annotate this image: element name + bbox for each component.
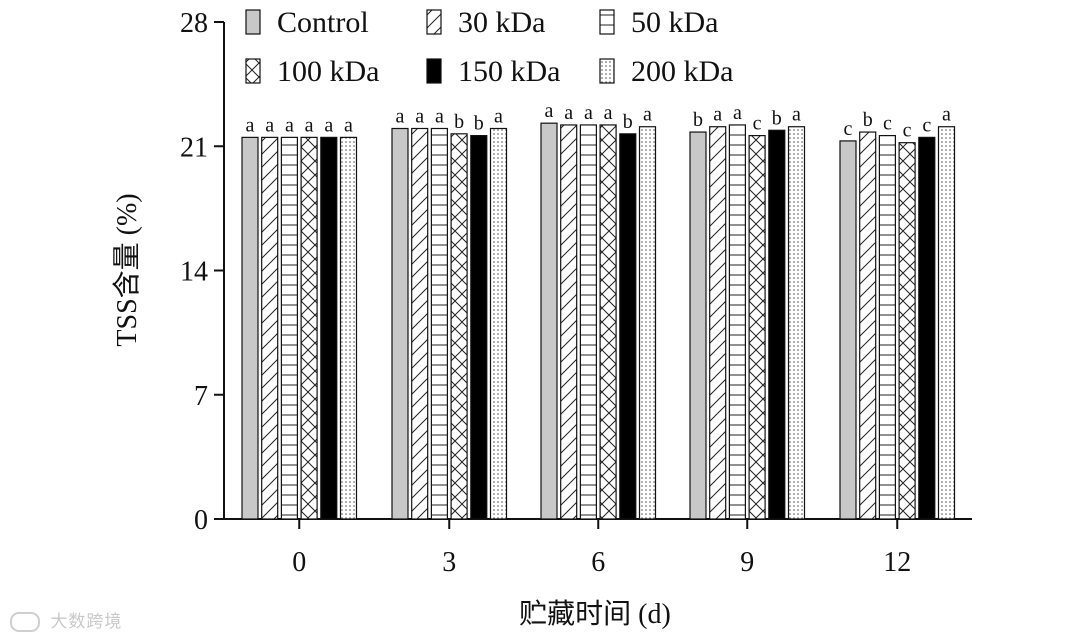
watermark-text: 大数跨境 (50, 612, 123, 632)
legend-label: 30 kDa (458, 6, 545, 39)
x-tick-label: 0 (292, 547, 306, 578)
significance-letter: b (693, 109, 703, 131)
legend-swatch-control (245, 9, 261, 35)
bar-100-kda-day-0 (300, 136, 318, 520)
significance-letter: a (415, 106, 424, 128)
significance-letter: a (305, 114, 314, 136)
bar-control-day-12 (839, 140, 857, 520)
bar-200-kda-day-0 (339, 136, 358, 520)
significance-letter: a (344, 114, 353, 136)
significance-letter: a (604, 102, 613, 124)
bar-100-kda-day-9 (748, 135, 766, 520)
y-tick-label: 21 (180, 132, 208, 163)
bar-100-kda-day-6 (599, 124, 617, 520)
significance-letter: a (792, 104, 801, 126)
significance-letter: a (733, 102, 742, 124)
significance-letter: c (903, 120, 912, 142)
bar-100-kda-day-3 (450, 133, 468, 520)
legend-label: Control (277, 6, 369, 39)
legend-label: 150 kDa (458, 55, 560, 88)
bar-150-kda-day-6 (619, 133, 637, 520)
bar-200-kda-day-12 (937, 126, 956, 520)
bar-150-kda-day-9 (768, 129, 786, 520)
significance-letter: c (844, 118, 853, 140)
legend-swatch-30-kda (426, 9, 442, 35)
significance-letter: a (584, 102, 593, 124)
significance-letter: b (474, 113, 484, 135)
x-tick-label: 3 (442, 547, 456, 578)
significance-letter: a (545, 100, 554, 122)
legend-label: 200 kDa (631, 55, 733, 88)
bar-150-kda-day-3 (470, 135, 488, 520)
significance-letter: c (883, 113, 892, 135)
cloud-logo-icon (10, 612, 40, 632)
bar-30-kda-day-3 (411, 127, 429, 520)
significance-letter: a (246, 114, 255, 136)
legend-swatch-50-kda (599, 9, 615, 35)
significance-letter: a (324, 114, 333, 136)
bar-30-kda-day-12 (859, 131, 877, 520)
y-tick-label: 0 (194, 505, 208, 536)
bar-30-kda-day-9 (709, 126, 727, 520)
significance-letter: a (494, 106, 503, 128)
x-tick-label: 9 (740, 547, 754, 578)
y-tick-label: 28 (180, 8, 208, 39)
bar-control-day-0 (241, 136, 259, 520)
significance-letter: b (454, 111, 464, 133)
y-tick-label: 7 (194, 381, 208, 412)
significance-letter: c (922, 114, 931, 136)
significance-letter: a (564, 102, 573, 124)
bar-200-kda-day-9 (787, 126, 806, 520)
bar-150-kda-day-12 (918, 136, 936, 520)
significance-letter: a (435, 106, 444, 128)
bar-30-kda-day-0 (261, 136, 279, 520)
significance-letter: a (643, 104, 652, 126)
significance-letter: b (623, 111, 633, 133)
significance-letter: a (265, 114, 274, 136)
bars (241, 122, 956, 520)
bar-control-day-3 (391, 127, 409, 520)
legend-swatch-100-kda (245, 58, 261, 84)
legend-swatch-150-kda (426, 58, 442, 84)
significance-letter: b (863, 109, 873, 131)
bar-50-kda-day-6 (579, 124, 598, 520)
legend: Control 30 kDa 50 kDa 100 kDa 150 kDa 200 kDa (245, 6, 733, 88)
bar-150-kda-day-0 (320, 136, 338, 520)
legend-label: 100 kDa (277, 55, 379, 88)
bar-50-kda-day-9 (728, 124, 747, 520)
bar-200-kda-day-3 (489, 127, 508, 520)
significance-letter: b (772, 107, 782, 129)
bar-control-day-9 (689, 131, 707, 520)
bar-50-kda-day-3 (430, 127, 448, 520)
bar-30-kda-day-6 (560, 124, 578, 520)
significance-letter: a (396, 106, 405, 128)
significance-letter: a (285, 114, 294, 136)
legend-label: 50 kDa (631, 6, 718, 39)
x-tick-label: 6 (591, 547, 605, 578)
bar-200-kda-day-6 (638, 126, 657, 520)
significance-letter: a (713, 104, 722, 126)
bar-50-kda-day-12 (878, 135, 897, 520)
x-axis-title: 贮藏时间 (d) (519, 598, 671, 630)
significance-letters: a a a a a a a a a b b a a a a a b a b a a c b ac b c c c a (246, 100, 952, 142)
legend-swatch-200-kda (599, 58, 615, 84)
significance-letter: c (753, 113, 762, 135)
significance-letter: a (942, 104, 951, 126)
bar-control-day-6 (540, 122, 558, 520)
y-tick-label: 14 (180, 257, 208, 288)
bar-100-kda-day-12 (898, 142, 916, 520)
watermark: 大数跨境 (10, 607, 122, 632)
y-axis-title: TSS含量 (%) (111, 193, 143, 346)
bar-50-kda-day-0 (280, 136, 298, 520)
x-tick-label: 12 (883, 547, 911, 578)
